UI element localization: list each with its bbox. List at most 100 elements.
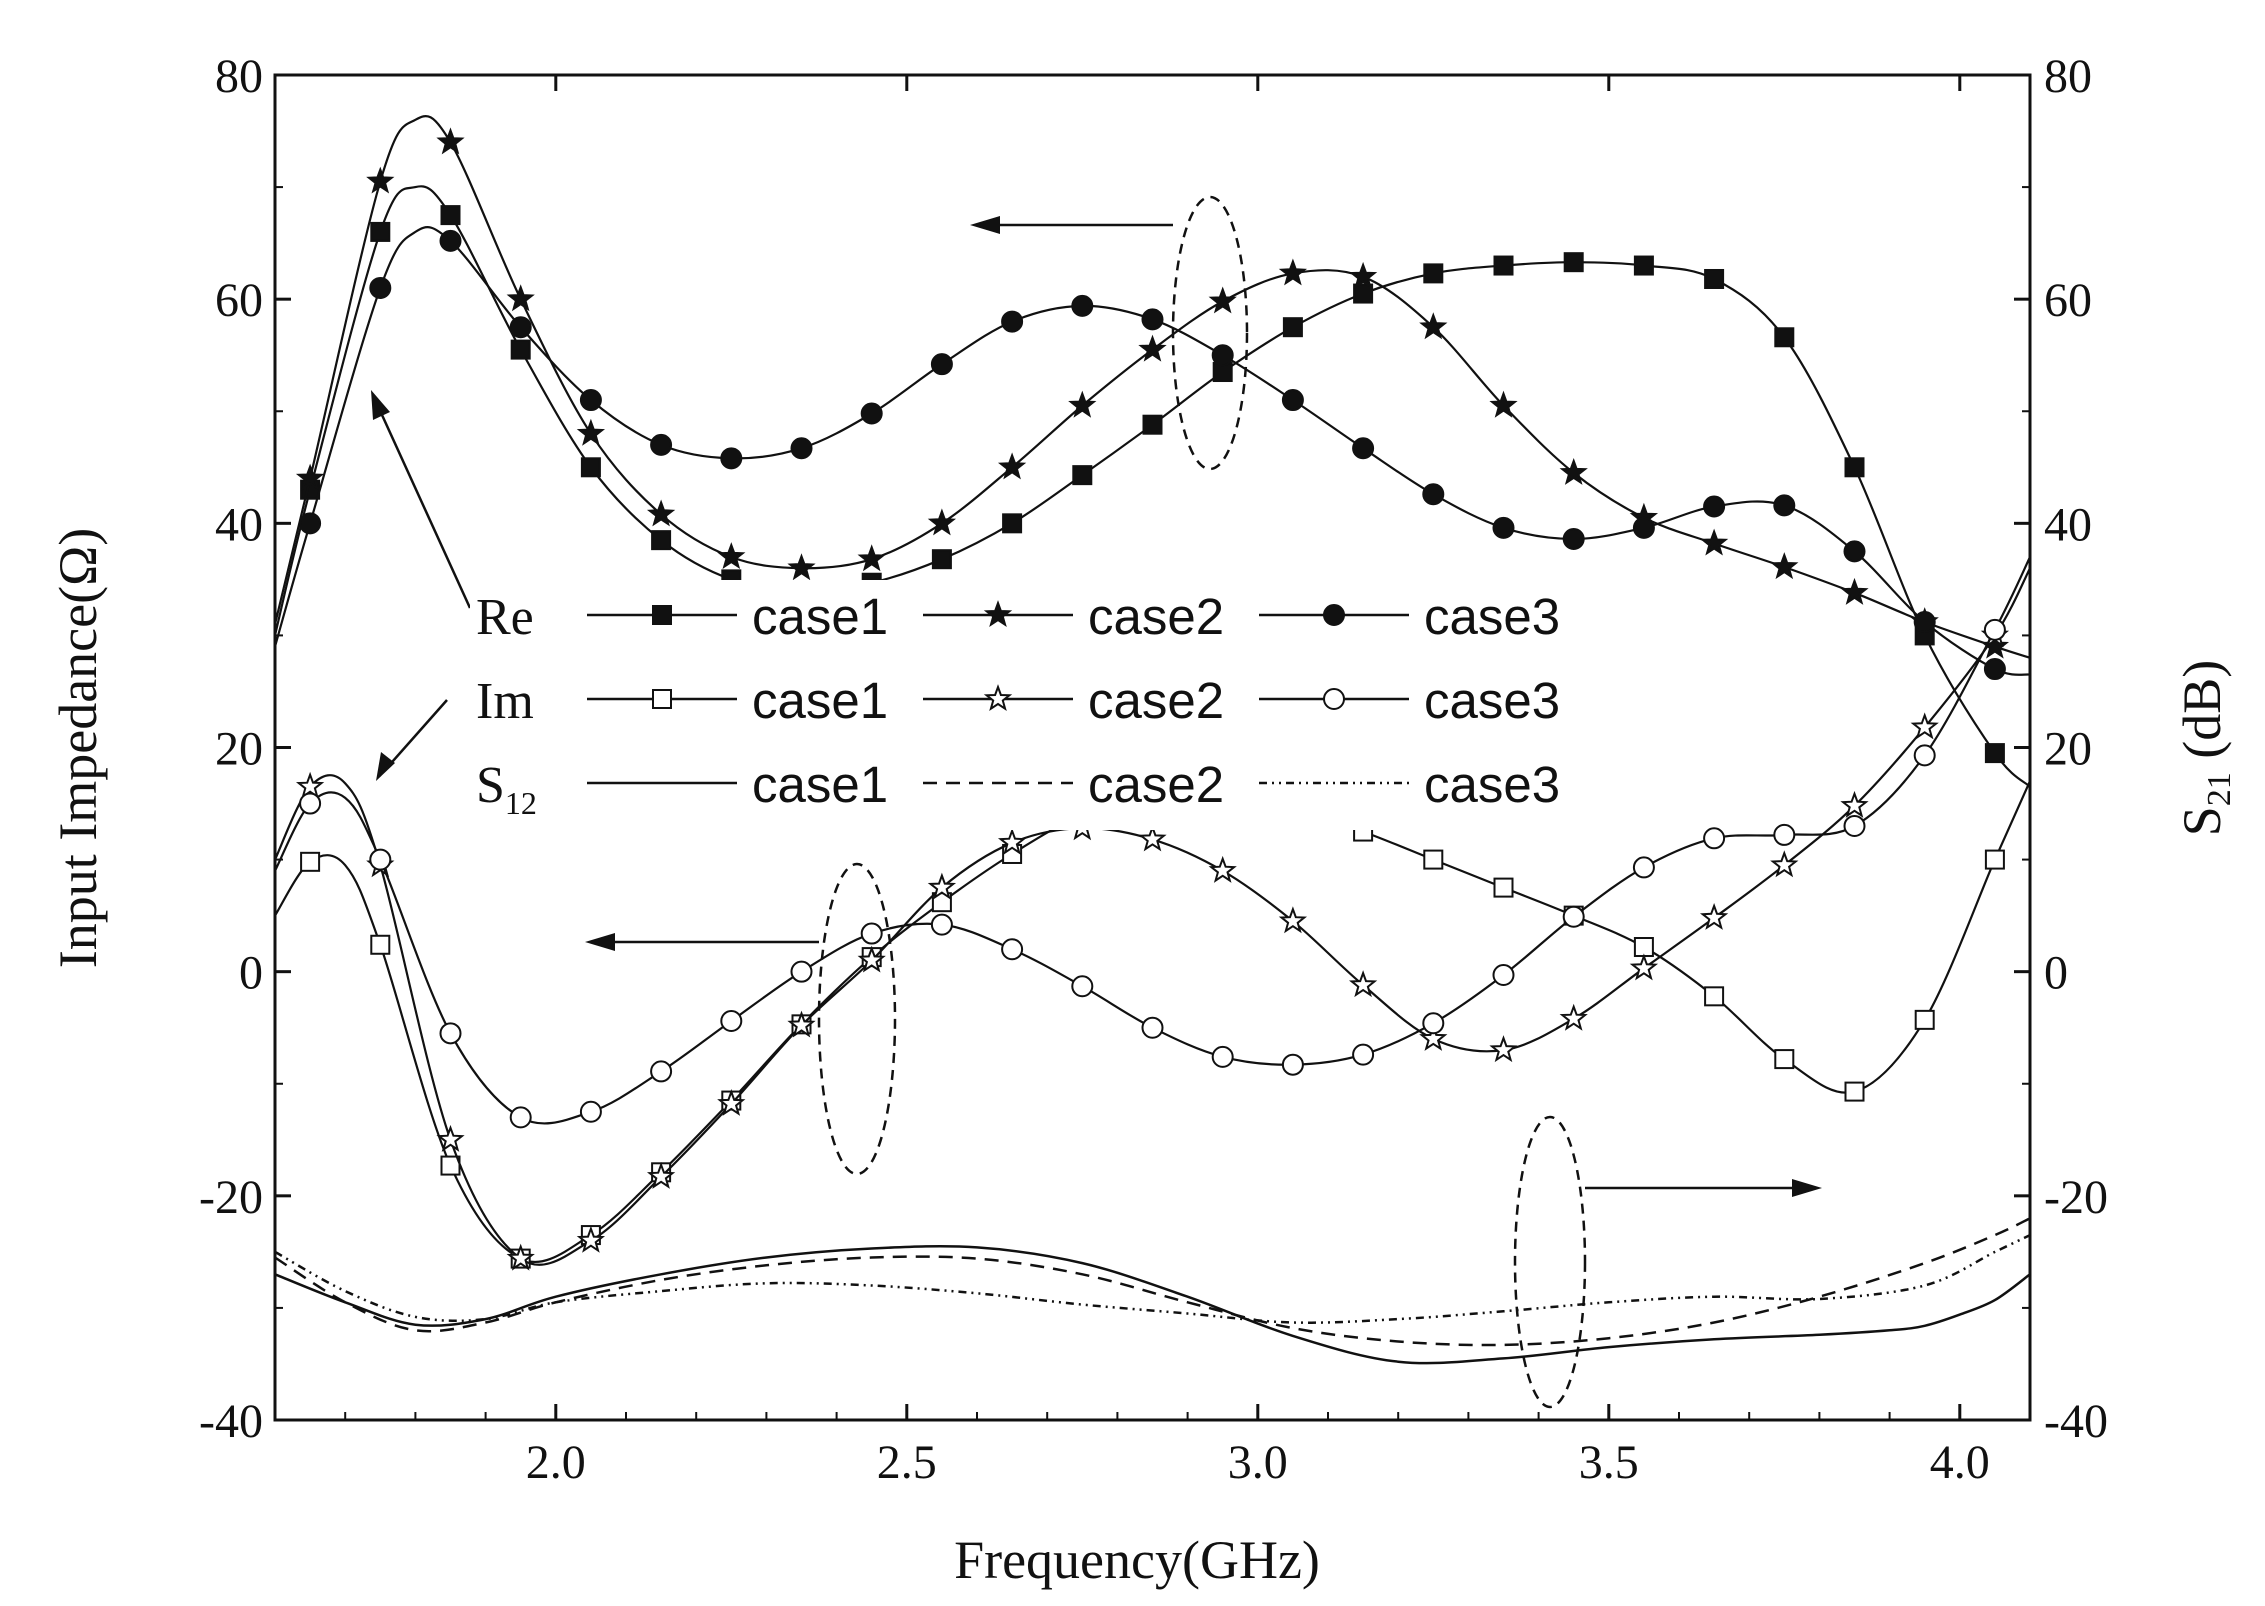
point-im-case3	[299, 792, 322, 815]
point-im-case2	[1348, 970, 1378, 998]
series-s12-case1	[274, 1244, 2031, 1365]
point-im-case2	[646, 1161, 676, 1189]
point-re-case2	[576, 418, 606, 446]
point-re-case1	[440, 205, 461, 226]
point-re-case3	[509, 316, 532, 339]
legend-row-s12-sub: 12	[505, 785, 537, 821]
line-s12-case1	[274, 1244, 2031, 1365]
point-re-case3	[1913, 610, 1936, 633]
s-right-arrowhead	[1792, 1179, 1822, 1197]
legend-row-s12: S12	[476, 757, 537, 821]
point-im-case3	[1843, 814, 1866, 837]
point-im-case3	[1773, 823, 1796, 846]
x-tick-label: 2.0	[526, 1436, 586, 1489]
tick-labels: 2.0 2.5 3.0 3.5 4.0 -40 -40 -20 -20 0 0 20 20 40 40 60 6…	[199, 50, 2108, 1489]
point-im-case3	[930, 913, 953, 936]
y-tick-label-left: 80	[215, 50, 263, 103]
point-re-case3	[1071, 294, 1094, 317]
point-im-case2	[295, 771, 325, 799]
point-re-case1	[1984, 743, 2005, 764]
x-tick-label: 4.0	[1930, 1436, 1990, 1489]
point-re-case1	[1704, 268, 1725, 289]
point-im-case2	[1489, 1035, 1518, 1063]
point-im-case3	[1703, 827, 1726, 850]
point-im-case1	[1704, 986, 1725, 1007]
point-re-case3	[930, 353, 953, 376]
point-re-case3	[1773, 494, 1796, 517]
point-re-case1	[370, 221, 391, 242]
legend-marker-im-case2	[983, 684, 1013, 712]
point-re-case2	[1699, 528, 1729, 556]
point-im-case2	[857, 945, 886, 973]
tick-marks	[274, 73, 2031, 1422]
point-re-case1	[1423, 263, 1444, 284]
point-im-case3	[369, 848, 392, 871]
point-re-case3	[1562, 528, 1585, 551]
point-im-case3	[509, 1106, 532, 1129]
point-im-case3	[1632, 856, 1655, 879]
point-re-case1	[580, 457, 601, 478]
point-im-case2	[927, 872, 957, 900]
point-im-case2	[1629, 953, 1659, 981]
point-re-case2	[1138, 334, 1167, 362]
point-im-case3	[1071, 975, 1094, 998]
point-re-case3	[1281, 389, 1304, 412]
annotations	[375, 195, 1800, 1409]
series-im-case3	[274, 556, 2031, 1129]
point-im-case3	[720, 1009, 743, 1032]
point-im-case3	[1562, 905, 1585, 928]
legend-re-case1: case1	[752, 588, 888, 645]
point-im-case3	[790, 960, 813, 983]
series-s12-case3	[274, 1233, 2031, 1324]
re-left-arrowhead	[970, 216, 1000, 234]
legend-row-im: Im	[476, 673, 534, 730]
y-axis-title-right: S21 (dB)	[2172, 660, 2238, 837]
series-s12-case2	[274, 1217, 2031, 1347]
x-tick-label: 3.0	[1228, 1436, 1288, 1489]
s-group-ellipse	[1513, 1115, 1587, 1409]
point-re-case1	[1002, 513, 1023, 534]
legend-samples	[587, 600, 1409, 785]
re-pointer-arrowhead	[371, 390, 390, 420]
point-im-case2	[1910, 712, 1939, 740]
line-re-case2	[273, 115, 2031, 659]
point-re-case2	[1840, 577, 1869, 605]
legend-row-s12-main: S	[476, 757, 505, 814]
point-re-case2	[857, 544, 886, 572]
y-axis-title-right-main: S	[2172, 806, 2232, 836]
point-re-case2	[1208, 286, 1237, 314]
y-axis-title-right-tail: (dB)	[2172, 660, 2232, 772]
legend-s12-case1: case1	[752, 756, 888, 813]
point-re-case2	[717, 542, 746, 570]
point-re-case1	[510, 339, 531, 360]
point-re-case3	[299, 512, 322, 535]
point-re-case3	[369, 276, 392, 299]
point-re-case2	[1419, 312, 1448, 340]
x-tick-label: 2.5	[877, 1436, 937, 1489]
point-im-case3	[1352, 1043, 1375, 1066]
point-re-case1	[651, 530, 672, 551]
legend: Re Im S12 case1 case2 case3 case1 case2 …	[470, 580, 1600, 830]
point-im-case2	[1770, 850, 1799, 878]
point-re-case2	[1068, 390, 1097, 418]
point-re-case3	[1211, 344, 1234, 367]
series-re-case1	[273, 185, 2031, 788]
point-re-case2	[1770, 552, 1799, 580]
point-im-case2	[997, 827, 1027, 855]
point-re-case2	[787, 553, 816, 581]
point-im-case3	[860, 922, 883, 945]
legend-im-case3: case3	[1424, 672, 1560, 729]
point-im-case2	[717, 1088, 746, 1116]
point-re-case1	[1633, 255, 1654, 276]
legend-s12-case3: case3	[1424, 756, 1560, 813]
point-im-case2	[436, 1124, 465, 1152]
re-group-ellipse	[1171, 195, 1249, 471]
point-re-case3	[1422, 483, 1445, 506]
y-tick-label-left: 0	[239, 947, 263, 1000]
point-re-case1	[1844, 457, 1865, 478]
point-im-case2	[576, 1225, 606, 1253]
point-im-case3	[1211, 1045, 1234, 1068]
x-tick-label: 3.5	[1579, 1436, 1639, 1489]
point-im-case3	[439, 1022, 462, 1045]
